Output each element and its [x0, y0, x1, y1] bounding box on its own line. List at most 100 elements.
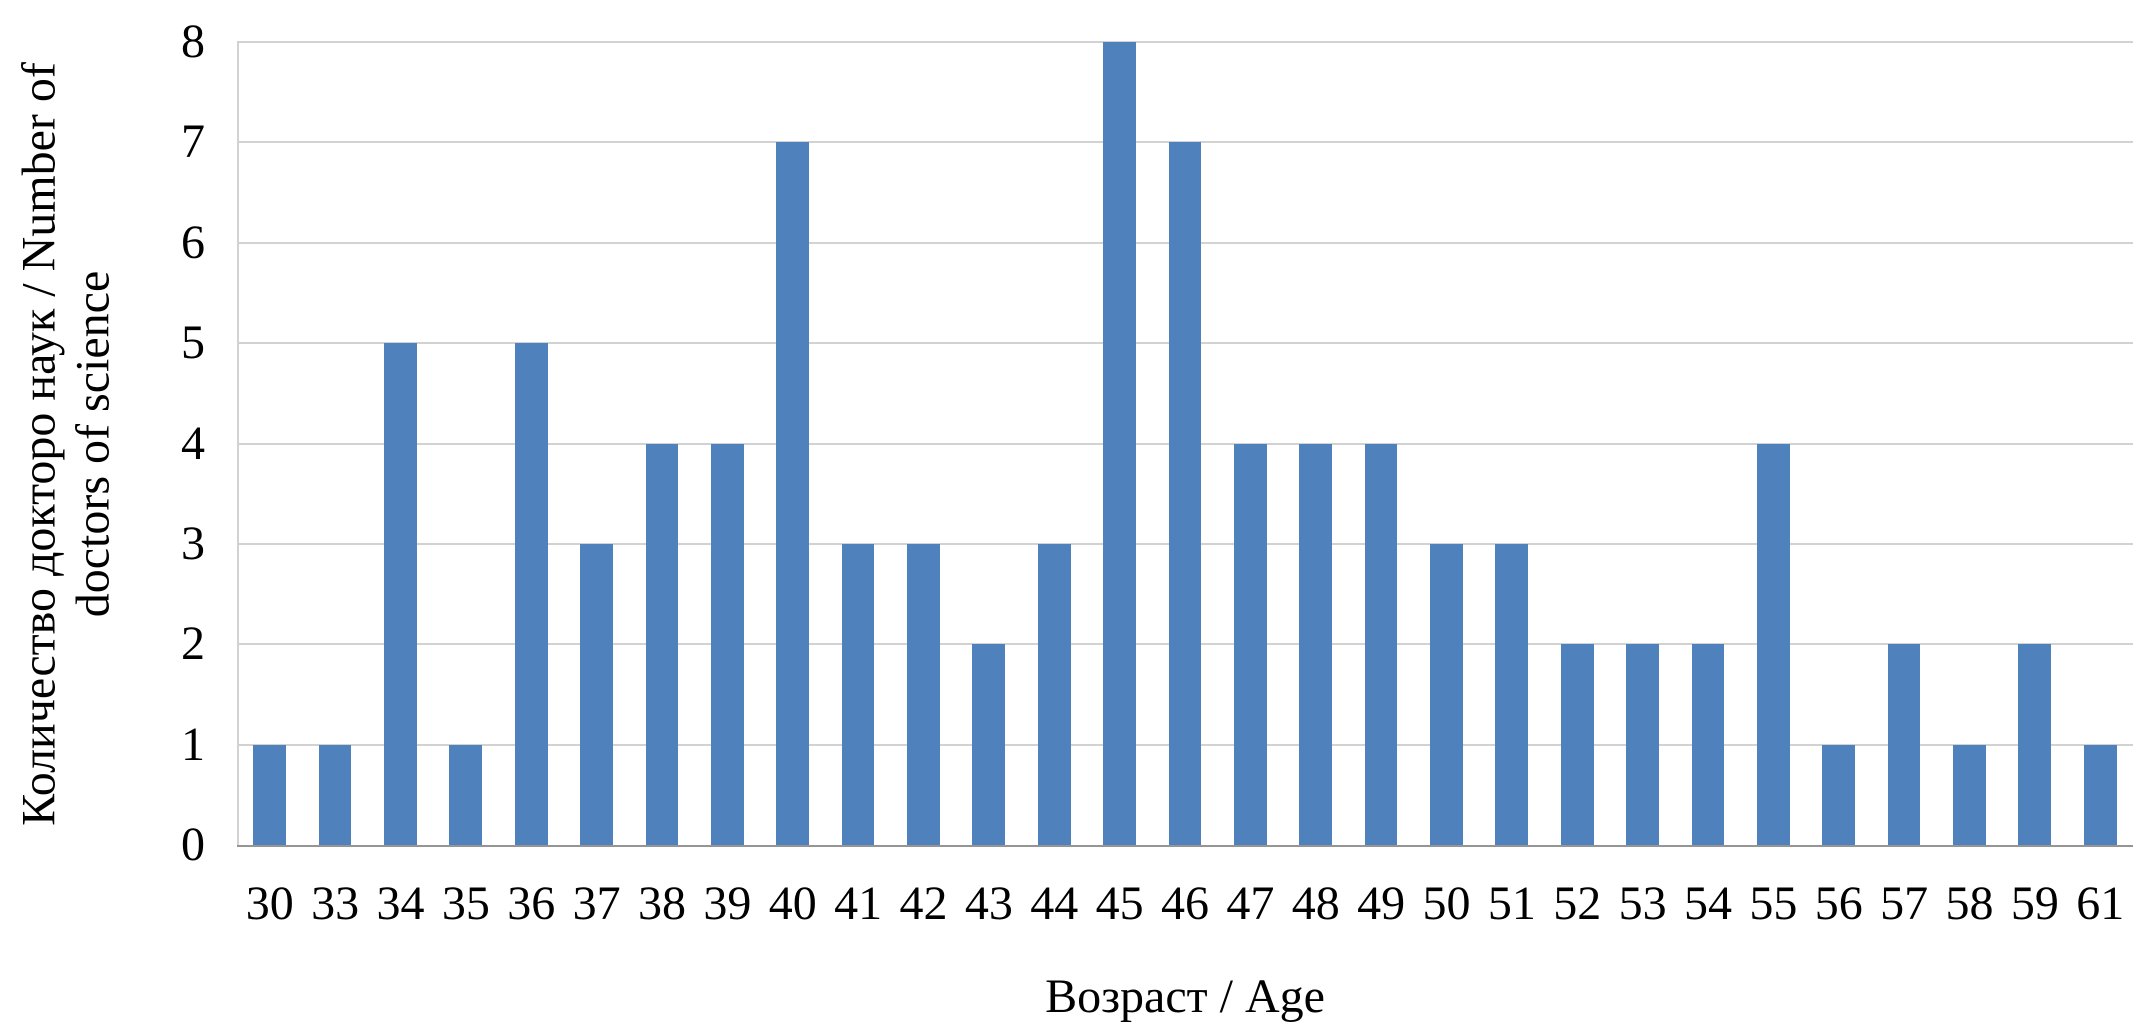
bar-55 [1756, 443, 1790, 845]
y-tick-label-5: 5 [181, 316, 205, 370]
x-tick-label-40: 40 [768, 877, 817, 930]
bar-37 [580, 543, 613, 845]
bar-slot-34 [368, 42, 433, 845]
bar-slot-43 [956, 42, 1021, 845]
y-tick-label-2: 2 [181, 617, 205, 671]
bar-slot-50 [1414, 42, 1479, 845]
x-tick-label-37: 37 [572, 877, 621, 930]
x-axis-tick-labels: 30 33 34 35 36 37 38 39 40 41 42 43 44 45 46 47 48 49 50 51… [237, 873, 2133, 935]
bar-slot-44 [1022, 42, 1087, 845]
bar-61 [2083, 744, 2117, 845]
bar-slot-35 [433, 42, 498, 845]
x-tick-label-30: 30 [245, 877, 294, 930]
x-tick-label-42: 42 [899, 877, 948, 930]
bar-48 [1299, 443, 1333, 845]
x-tick-label-50: 50 [1422, 877, 1471, 930]
bar-51 [1495, 543, 1529, 845]
bar-42 [907, 543, 940, 845]
x-tick-label-43: 43 [964, 877, 1013, 930]
bar-41 [841, 543, 875, 845]
bar-53 [1626, 644, 1659, 845]
bar-slot-49 [1348, 42, 1413, 845]
bar-47 [1233, 443, 1267, 845]
bar-49 [1364, 443, 1398, 845]
bar-45 [1103, 42, 1136, 845]
bar-59 [2018, 644, 2052, 845]
bar-50 [1430, 543, 1463, 845]
x-tick-label-61: 61 [2076, 877, 2125, 930]
x-tick-label-45: 45 [1095, 877, 1144, 930]
bar-43 [972, 644, 1006, 845]
bar-slot-56 [1806, 42, 1871, 845]
bars-container [237, 42, 2133, 845]
y-axis-title: Количество докторо наук / Number of doct… [12, 62, 119, 826]
bar-slot-51 [1479, 42, 1544, 845]
y-tick-label-7: 7 [181, 115, 205, 169]
x-tick-label-35: 35 [441, 877, 490, 930]
x-tick-label-55: 55 [1749, 877, 1798, 930]
bar-slot-59 [2002, 42, 2067, 845]
x-tick-label-52: 52 [1553, 877, 1602, 930]
bar-56 [1822, 744, 1856, 845]
bar-58 [1953, 744, 1986, 845]
x-tick-label-39: 39 [703, 877, 752, 930]
y-tick-label-8: 8 [181, 15, 205, 68]
x-tick-label-41: 41 [834, 877, 883, 930]
bar-34 [384, 343, 417, 845]
bar-54 [1691, 644, 1725, 845]
bar-slot-42 [891, 42, 956, 845]
y-tick-label-1: 1 [181, 717, 205, 771]
bar-33 [318, 744, 352, 845]
bar-30 [253, 744, 287, 845]
x-tick-label-36: 36 [507, 877, 556, 930]
bar-slot-33 [302, 42, 367, 845]
x-tick-label-48: 48 [1291, 877, 1340, 930]
x-tick-label-33: 33 [311, 877, 360, 930]
x-tick-label-46: 46 [1160, 877, 1209, 930]
bar-slot-53 [1610, 42, 1675, 845]
x-tick-label-34: 34 [376, 877, 425, 930]
bar-slot-52 [1545, 42, 1610, 845]
y-tick-label-4: 4 [181, 416, 205, 470]
gridline-8 [237, 41, 2133, 43]
bar-36 [514, 343, 548, 845]
y-tick-label-6: 6 [181, 215, 205, 269]
x-tick-label-57: 57 [1880, 877, 1929, 930]
y-axis-tick-labels: 0 1 2 3 4 5 6 7 8 [110, 18, 205, 869]
x-tick-label-51: 51 [1487, 877, 1536, 930]
bar-slot-45 [1087, 42, 1152, 845]
x-tick-label-58: 58 [1945, 877, 1994, 930]
bar-slot-47 [1218, 42, 1283, 845]
bar-slot-40 [760, 42, 825, 845]
bar-40 [776, 142, 810, 845]
bar-39 [710, 443, 744, 845]
x-axis-line [237, 845, 2133, 847]
bar-slot-41 [825, 42, 890, 845]
x-tick-label-47: 47 [1226, 877, 1275, 930]
x-tick-label-38: 38 [637, 877, 686, 930]
bar-slot-30 [237, 42, 302, 845]
bar-slot-36 [499, 42, 564, 845]
bar-46 [1168, 142, 1202, 845]
bar-slot-48 [1283, 42, 1348, 845]
bar-slot-54 [1675, 42, 1740, 845]
bar-slot-46 [1152, 42, 1217, 845]
bar-44 [1037, 543, 1071, 845]
x-tick-label-44: 44 [1030, 877, 1079, 930]
bar-slot-37 [564, 42, 629, 845]
bar-slot-55 [1741, 42, 1806, 845]
bar-slot-39 [695, 42, 760, 845]
y-tick-label-3: 3 [181, 516, 205, 570]
x-tick-label-59: 59 [2010, 877, 2059, 930]
bar-38 [645, 443, 679, 845]
plot-area [237, 41, 2133, 847]
x-tick-label-56: 56 [1814, 877, 1863, 930]
bar-slot-61 [2068, 42, 2133, 845]
bar-slot-38 [629, 42, 694, 845]
x-tick-label-49: 49 [1357, 877, 1406, 930]
bar-52 [1560, 644, 1594, 845]
bar-35 [449, 744, 483, 845]
y-axis-line [237, 42, 239, 845]
y-tick-label-0: 0 [181, 818, 205, 871]
